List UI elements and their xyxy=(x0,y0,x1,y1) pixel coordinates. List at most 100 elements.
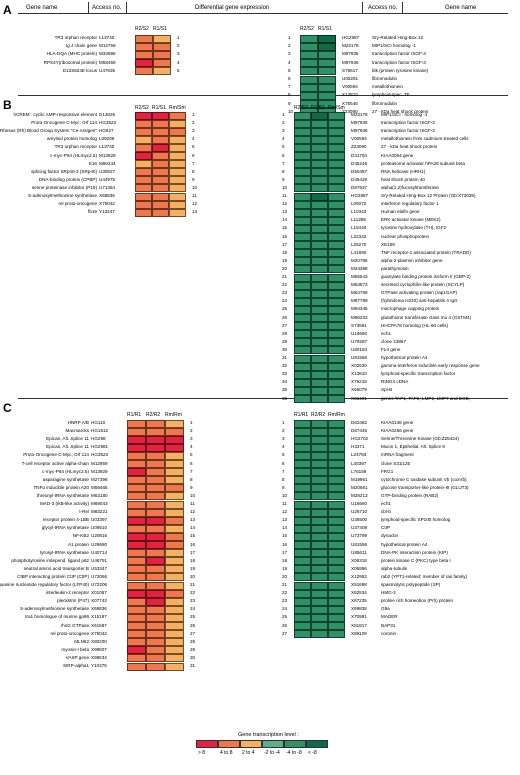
panel-b-right-row-number: 10 xyxy=(282,184,288,190)
panel-c-left-col-header: R2/R2 xyxy=(146,412,161,418)
panel-b-right-access-no: M96233 xyxy=(351,314,368,320)
panel-b-right-access-no: L11285 xyxy=(351,217,366,223)
panel-c-right-gene-name: G9a xyxy=(381,606,390,612)
panel-b-left-row-number: 3 xyxy=(192,128,195,134)
panel-b-right-gene-name: transcription factor ISGF-3 xyxy=(381,120,435,126)
panel-c-left-heat-cell xyxy=(127,476,146,485)
panel-b-right-access-no: U81556 xyxy=(351,355,368,360)
panel-c-right-heat-cell xyxy=(328,557,345,566)
panel-c-left-row-number: 14 xyxy=(190,525,196,531)
panel-b-right-gene-name: interferon regulatory factor 1 xyxy=(381,201,439,207)
panel-c-left-row-number: 28 xyxy=(190,638,196,644)
panel-b-right-gene-name: RNA helicase (HRH1) xyxy=(381,168,426,174)
panel-c-right-access-no: X69838 xyxy=(351,606,367,612)
panel-b-left-row-number: 2 xyxy=(192,120,195,126)
panel-b-left-gene-name: hCREM : cyclic AMP-responsive element xyxy=(13,112,97,117)
panel-b-right-gene-name: metallothionein from cadmium-treated cel… xyxy=(381,136,469,142)
panel-b-right-access-no: X66079 xyxy=(351,387,367,393)
panel-b-right-heat-cell xyxy=(311,111,328,120)
panel-c-left-row-number: 21 xyxy=(190,582,196,587)
panel-c-left-access-no: X75042 xyxy=(91,630,107,636)
panel-a-letter: A xyxy=(3,3,12,17)
panel-b-right-gene-name: proteasome activator hPA28 subunit beta xyxy=(381,160,465,166)
panel-b-right-heat-cell xyxy=(328,297,345,306)
panel-c-right-heat-cell xyxy=(311,549,328,558)
panel-c-right-access-no: U81556 xyxy=(351,541,368,547)
panel-b-left-gene-name: fb19 xyxy=(88,209,97,215)
panel-c-left-heat-cell xyxy=(146,508,165,517)
panel-c-left-heat-cell xyxy=(146,654,165,663)
panel-b-right-heat-cell xyxy=(294,395,311,404)
panel-b-right-heat-cell xyxy=(328,200,345,209)
panel-b-right-row-number: 4 xyxy=(282,136,285,142)
panel-b-left-heat-cell xyxy=(135,119,152,128)
panel-b-right-access-no: L25270 xyxy=(351,241,367,247)
panel-c-left-row-number: 6 xyxy=(190,460,193,466)
header-divider-4 xyxy=(402,2,403,13)
panel-a-right-heat-cell xyxy=(300,100,318,109)
panel-c-left-gene-name: asparagine synthetase xyxy=(42,476,89,482)
panel-c-left-heat-cell xyxy=(165,654,184,663)
panel-c-left-gene-name: receptor protein 4-1BB xyxy=(42,517,89,523)
panel-b-right-heat-cell xyxy=(294,281,311,290)
panel-b-right-access-no: M94345 xyxy=(351,306,368,312)
panel-c-right-row-number: 23 xyxy=(282,598,288,604)
legend-swatch xyxy=(240,740,262,748)
panel-b-right-heat-cell xyxy=(311,224,328,233)
panel-b-right-gene-name: parathymosin xyxy=(381,265,409,271)
panel-c-right-heat-cell xyxy=(294,460,311,469)
panel-c-right-gene-name: HMG-2 xyxy=(381,590,396,596)
panel-a-right-heat-cell xyxy=(300,34,318,43)
panel-c-left-row-number: 9 xyxy=(190,484,193,490)
panel-b-right-heat-cell xyxy=(294,127,311,136)
panel-a-right-access-no: M23178 xyxy=(342,43,359,49)
panel-b-right-heat-cell xyxy=(311,370,328,379)
panel-b-left-heat-cell xyxy=(169,119,186,128)
panel-b-right-row-number: 12 xyxy=(282,201,288,207)
panel-a-right-access-no: M97935 xyxy=(342,51,359,57)
panel-c-left-row-number: 26 xyxy=(190,622,196,628)
panel-a-right-heat-cell xyxy=(300,59,318,68)
panel-b-left-heat-cell xyxy=(135,176,152,185)
panel-c-right-heat-cell xyxy=(328,484,345,493)
panel-c-right-heat-cell xyxy=(328,443,345,452)
panel-a-right-heat-cell xyxy=(318,83,336,92)
panel-b-left-heat-cell xyxy=(152,208,169,217)
panel-c-right-heat-cell xyxy=(311,532,328,541)
panel-c-left-heat-cell xyxy=(165,630,184,639)
panel-b-right-heat-cell xyxy=(311,119,328,128)
panel-c-left-heat-cell xyxy=(146,492,165,501)
panel-b-right-gene-name: GTPase activating protein (rap1GAP) xyxy=(381,290,458,296)
panel-a-right-heat-cell xyxy=(300,42,318,51)
panel-c-left-row-number: 27 xyxy=(190,630,196,636)
panel-b-right-heat-cell xyxy=(328,346,345,355)
panel-b-right-access-no: S73591 xyxy=(351,322,367,328)
panel-c-left-access-no: X01057 xyxy=(91,590,107,596)
panel-c-right-access-no: L76159 xyxy=(351,468,367,474)
panel-c-left-heat-cell xyxy=(146,581,165,590)
panel-c-left-gene-name: glycyl-tRNA synthetase xyxy=(41,525,89,531)
panel-a-right-gene-name: metallothionein xyxy=(372,84,403,90)
panel-b-right-row-number: 3 xyxy=(282,128,285,134)
panel-c-left-row-number: 16 xyxy=(190,541,196,547)
panel-b-left-row-number: 1 xyxy=(192,112,195,117)
panel-c-left-row-number: 10 xyxy=(190,492,196,498)
panel-b-left-gene-name: Proto-Oncogene C-Myc, Orf 114 xyxy=(31,120,97,126)
panel-b-right-access-no: M63573 xyxy=(351,282,368,288)
panel-c-left-row-number: 12 xyxy=(190,509,196,515)
panel-c-right-gene-name: rab2 (YPT1-related; member of ras family… xyxy=(381,573,468,579)
panel-c-left-heat-cell xyxy=(165,646,184,655)
panel-c-right-access-no: H3371 xyxy=(351,444,365,450)
panel-c-right-heat-cell xyxy=(294,549,311,558)
panel-b-right-gene-name: hypothetical protein A4 xyxy=(381,355,428,360)
panel-c-right-access-no: M19961 xyxy=(351,476,368,482)
panel-b-right-heat-cell xyxy=(294,241,311,250)
panel-c-right-heat-cell xyxy=(328,605,345,614)
panel-c-right-heat-cell xyxy=(311,435,328,444)
panel-c-right-heat-cell xyxy=(294,419,311,428)
panel-c-left-heat-cell xyxy=(127,451,146,460)
header-rule xyxy=(18,13,508,14)
panel-b-right-heat-cell xyxy=(328,160,345,169)
panel-b-right-heat-cell xyxy=(294,143,311,152)
gene-name-header-right: Gene name xyxy=(445,5,477,11)
